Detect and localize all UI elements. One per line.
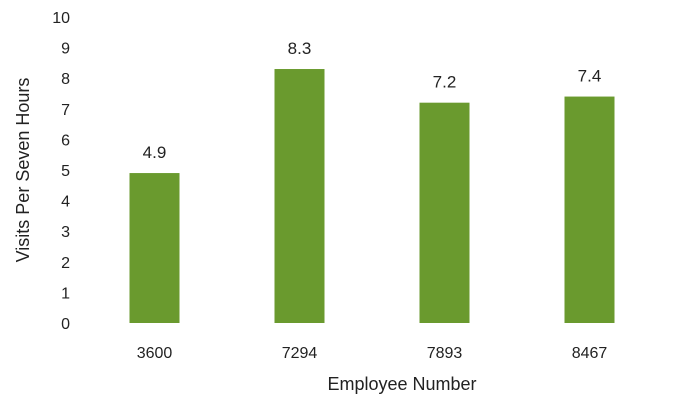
y-tick-label: 4	[61, 194, 70, 211]
data-label-7893: 7.2	[433, 73, 457, 92]
x-axis-tick-labels: 3600 7294 7893 8467	[137, 345, 608, 362]
data-label-8467: 7.4	[578, 67, 602, 86]
y-tick-label: 3	[61, 224, 70, 241]
y-tick-label: 9	[61, 41, 70, 58]
data-label-3600: 4.9	[143, 143, 167, 162]
y-tick-label: 8	[61, 71, 70, 88]
bar-7294	[274, 69, 325, 324]
x-axis-title: Employee Number	[327, 374, 476, 394]
y-tick-label: 5	[61, 163, 70, 180]
bar-3600	[129, 173, 180, 323]
x-tick-label-7893: 7893	[427, 345, 463, 362]
x-tick-label-3600: 3600	[137, 345, 173, 362]
y-tick-label: 2	[61, 255, 70, 272]
bar-8467	[564, 96, 615, 323]
y-tick-label: 1	[61, 285, 70, 302]
bars-group	[129, 69, 615, 324]
y-axis-title: Visits Per Seven Hours	[13, 78, 33, 263]
data-labels-group: 4.9 8.3 7.2 7.4	[143, 39, 602, 162]
bar-7893	[419, 102, 470, 324]
data-label-7294: 8.3	[288, 39, 312, 58]
y-tick-label: 0	[61, 316, 70, 333]
x-tick-label-7294: 7294	[282, 345, 318, 362]
y-tick-label: 7	[61, 102, 70, 119]
y-tick-label: 10	[52, 10, 70, 27]
x-tick-label-8467: 8467	[572, 345, 608, 362]
y-tick-label: 6	[61, 132, 70, 149]
y-axis-ticks: 0 1 2 3 4 5 6 7 8 9 10	[52, 10, 70, 333]
